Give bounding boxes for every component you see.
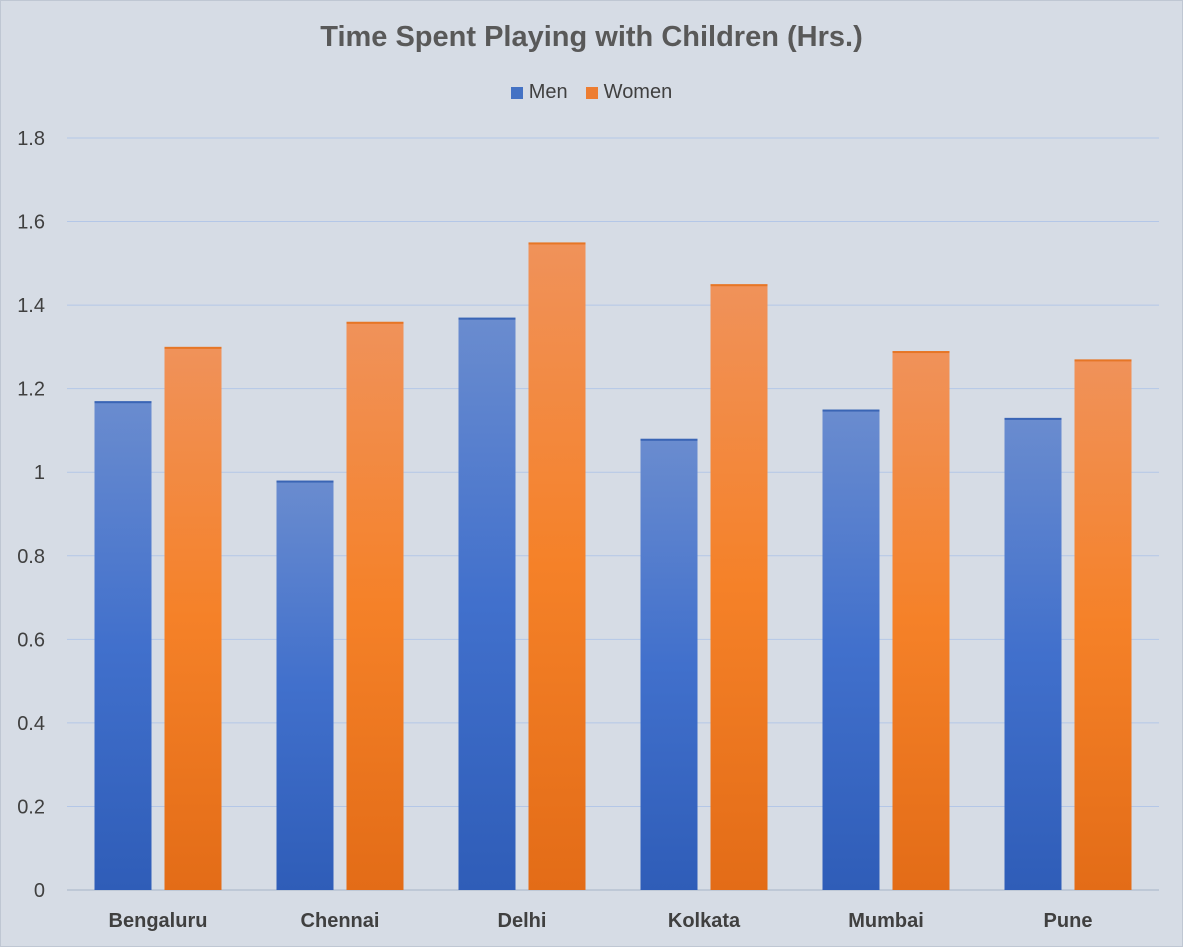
bar-men-pune [1004,417,1062,890]
bar-women-chennai [346,321,404,890]
legend-label-women: Women [603,81,673,103]
bars [94,242,1132,891]
legend-entry-men: Men [510,81,568,104]
gridlines [67,137,1159,891]
bar-top-edge [1004,417,1062,420]
axis-labels: 0 0.2 0.4 0.6 0.8 1 1.2 1.4 1.6 1.8 Bengaluru Chenn… [17,128,1092,932]
legend-entry-women: Women [585,81,673,104]
y-tick-label: 1.2 [17,379,45,401]
y-tick-label: 0 [34,880,45,902]
x-tick-label: Pune [1044,910,1093,932]
y-tick-label: 0.2 [17,796,45,818]
bar-women-bengaluru [164,346,222,890]
bar-men-kolkata [640,438,698,890]
x-tick-label: Kolkata [668,910,741,932]
bar-top-edge [1074,359,1132,362]
bar-top-edge [710,284,768,287]
bar-men-mumbai [822,409,880,890]
bar-top-edge [164,346,222,349]
legend: Men Women [1,81,1182,104]
bar-top-edge [276,480,334,483]
bar-top-edge [94,401,152,404]
legend-label-men: Men [528,81,568,103]
bar-women-pune [1074,359,1132,890]
bar-top-edge [528,242,586,245]
bar-top-edge [892,351,950,354]
bar-women-kolkata [710,284,768,890]
y-tick-label: 1 [34,462,45,484]
bar-men-chennai [276,480,334,890]
bar-men-delhi [458,317,516,891]
y-tick-label: 1.8 [17,128,45,150]
legend-swatch-men [510,86,523,99]
x-tick-label: Mumbai [848,910,924,932]
bar-men-bengaluru [94,401,152,890]
y-tick-label: 0.6 [17,629,45,651]
legend-swatch-women [585,86,598,99]
y-tick-label: 1.6 [17,212,45,234]
y-tick-label: 0.4 [17,713,45,735]
chart-title: Time Spent Playing with Children (Hrs.) [320,21,863,53]
bar-top-edge [458,317,516,320]
x-tick-label: Delhi [498,910,547,932]
bar-top-edge [822,409,880,412]
x-tick-label: Chennai [301,910,380,932]
bar-women-delhi [528,242,586,890]
x-tick-label: Bengaluru [109,910,208,932]
bar-women-mumbai [892,351,950,891]
bar-top-edge [346,321,404,324]
y-tick-label: 1.4 [17,295,45,317]
bar-top-edge [640,438,698,441]
y-tick-label: 0.8 [17,546,45,568]
